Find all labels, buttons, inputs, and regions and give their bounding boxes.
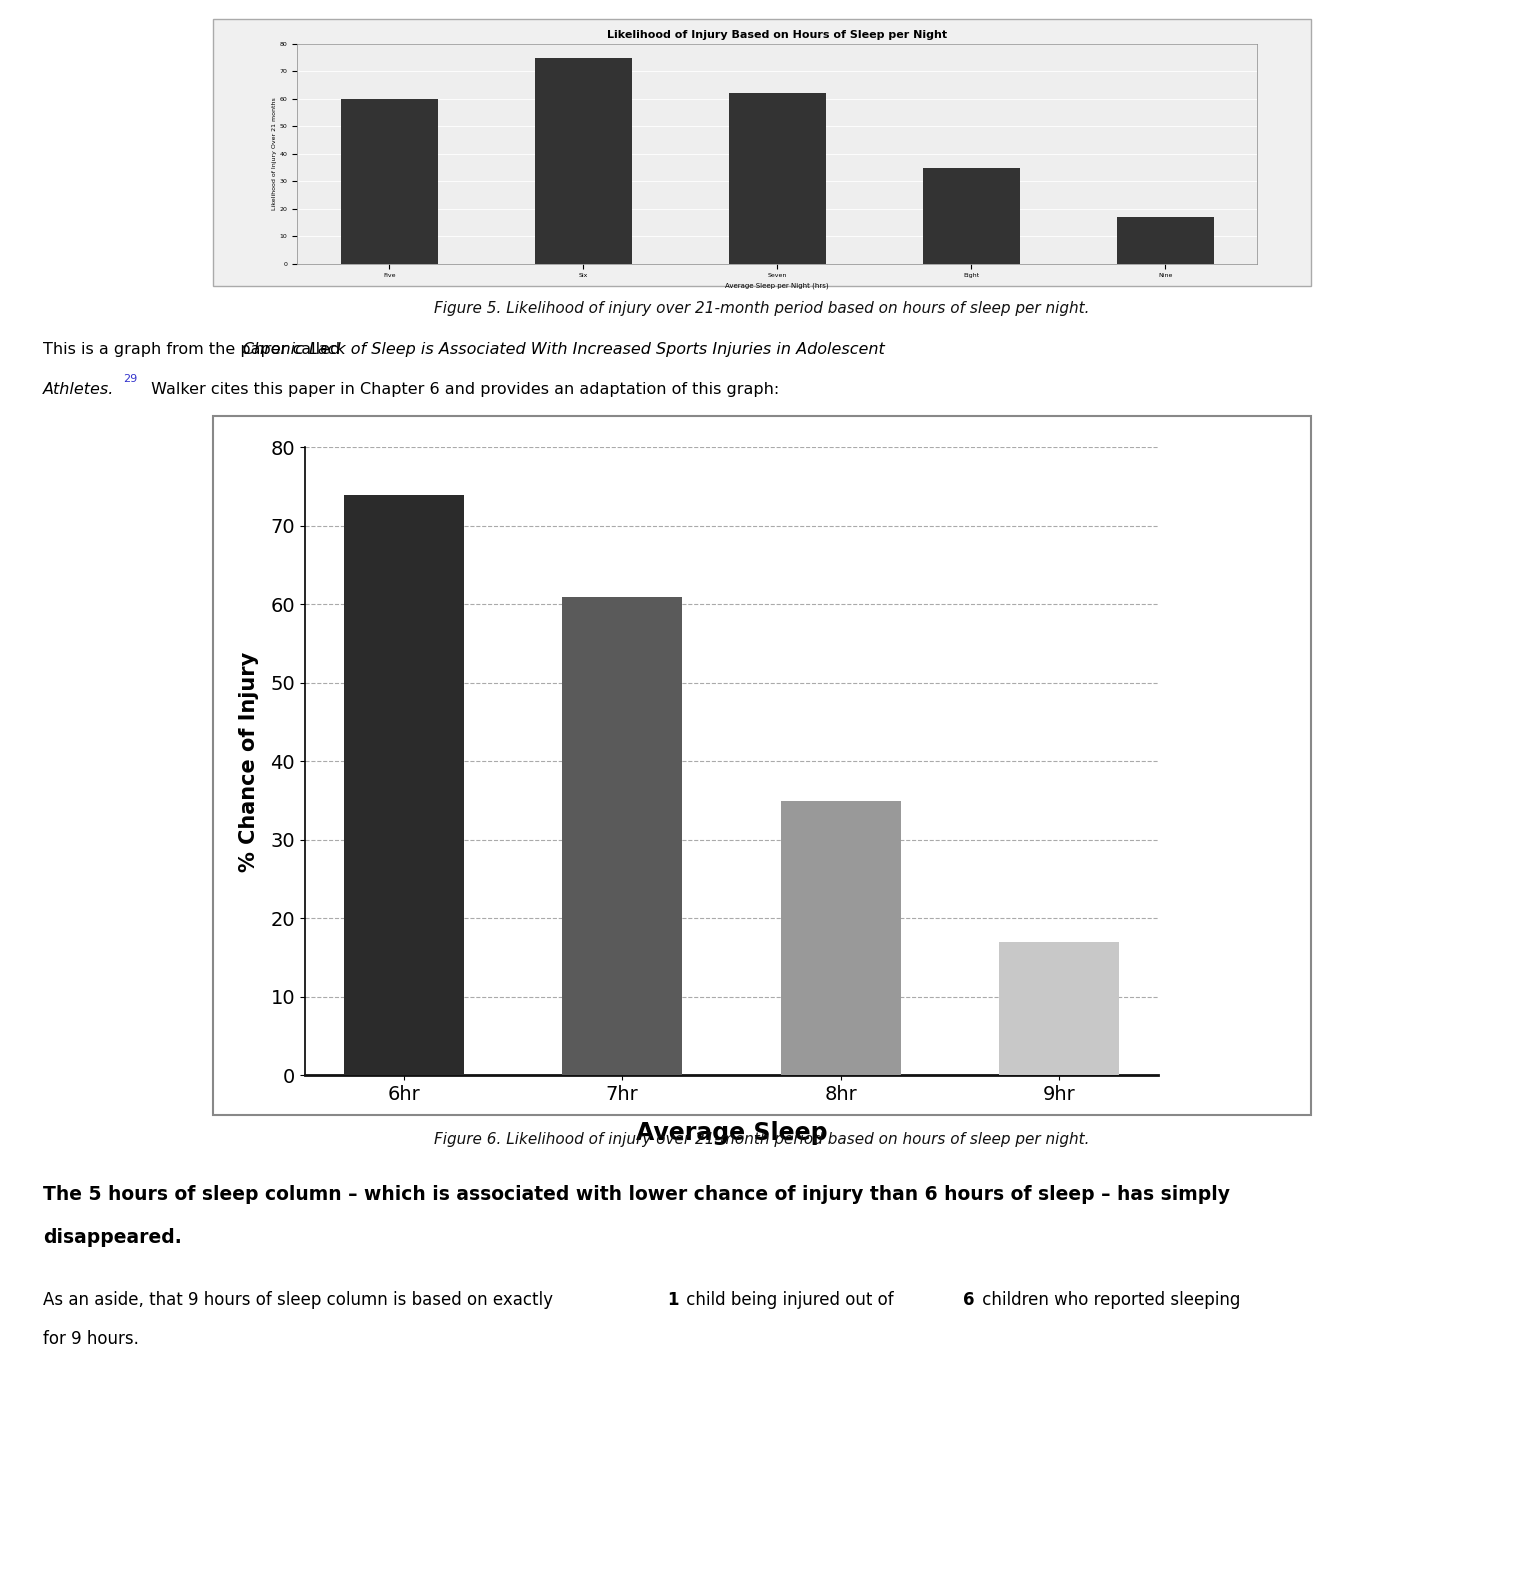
Text: 6: 6 — [963, 1291, 975, 1308]
Y-axis label: Likelihood of Injury Over 21 months: Likelihood of Injury Over 21 months — [271, 97, 277, 210]
Bar — [562, 597, 683, 1075]
Bar — [535, 58, 632, 264]
Text: As an aside, that 9 hours of sleep column is based on exactly: As an aside, that 9 hours of sleep colum… — [43, 1291, 558, 1308]
X-axis label: Average Sleep: Average Sleep — [636, 1121, 828, 1145]
Text: 29: 29 — [123, 374, 137, 383]
Text: Walker cites this paper in Chapter 6 and provides an adaptation of this graph:: Walker cites this paper in Chapter 6 and… — [146, 382, 780, 397]
Text: for 9 hours.: for 9 hours. — [43, 1330, 139, 1347]
Text: Athletes.: Athletes. — [43, 382, 114, 397]
Bar — [1117, 217, 1213, 264]
Bar — [343, 495, 463, 1075]
Bar — [728, 94, 826, 264]
Text: children who reported sleeping: children who reported sleeping — [977, 1291, 1241, 1308]
Bar — [341, 99, 437, 264]
Text: 1: 1 — [668, 1291, 680, 1308]
Bar — [1000, 942, 1120, 1075]
Text: The 5 hours of sleep column – which is associated with lower chance of injury th: The 5 hours of sleep column – which is a… — [43, 1185, 1230, 1204]
Text: Chronic Lack of Sleep is Associated With Increased Sports Injuries in Adolescent: Chronic Lack of Sleep is Associated With… — [43, 342, 884, 358]
Text: This is a graph from the paper called: This is a graph from the paper called — [43, 342, 344, 358]
Text: Figure 5. Likelihood of injury over 21-month period based on hours of sleep per : Figure 5. Likelihood of injury over 21-m… — [434, 301, 1090, 317]
Title: Likelihood of Injury Based on Hours of Sleep per Night: Likelihood of Injury Based on Hours of S… — [607, 30, 948, 41]
Bar — [922, 168, 1020, 264]
X-axis label: Average Sleep per Night (hrs): Average Sleep per Night (hrs) — [725, 283, 829, 289]
Text: child being injured out of: child being injured out of — [681, 1291, 899, 1308]
Bar — [780, 801, 901, 1075]
Text: disappeared.: disappeared. — [43, 1228, 181, 1247]
Y-axis label: % Chance of Injury: % Chance of Injury — [239, 652, 259, 871]
Text: Figure 6. Likelihood of injury over 21-month period based on hours of sleep per : Figure 6. Likelihood of injury over 21-m… — [434, 1132, 1090, 1148]
